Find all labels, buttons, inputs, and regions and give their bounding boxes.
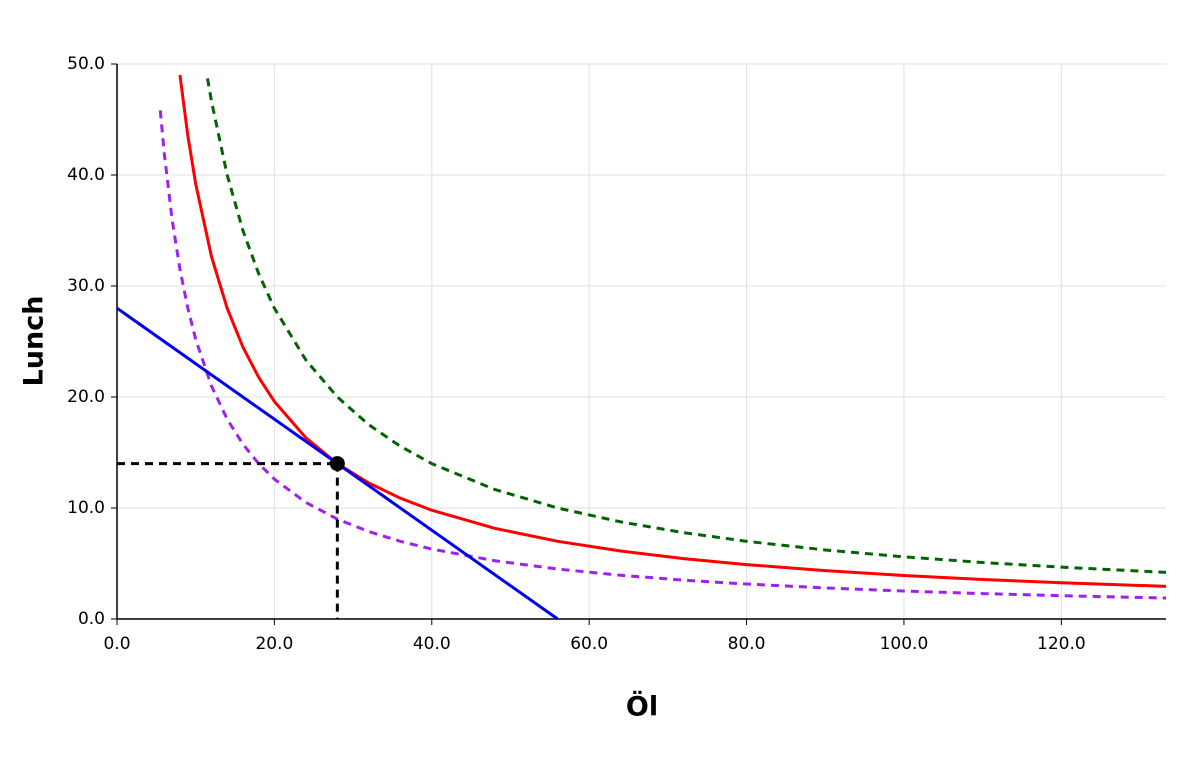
curve [158,110,1167,600]
x-tick-label: 20.0 [255,634,293,654]
curve [206,78,1167,574]
y-tick-label: 10.0 [67,498,105,518]
y-tick-label: 0.0 [78,609,105,629]
y-axis-label: Lunch [19,296,50,387]
x-tick-label: 40.0 [413,634,451,654]
x-tick-label: 60.0 [570,634,608,654]
y-tick-label: 50.0 [67,54,105,74]
x-tick-label: 0.0 [103,634,130,654]
x-tick-label: 100.0 [880,634,929,654]
y-tick-label: 40.0 [67,165,105,185]
curve [178,74,1167,588]
y-tick-label: 20.0 [67,387,105,407]
point [329,456,345,472]
y-tick-label: 30.0 [67,276,105,296]
x-tick-label: 80.0 [728,634,766,654]
x-tick-label: 120.0 [1037,634,1086,654]
x-axis-label: Öl [626,690,658,723]
